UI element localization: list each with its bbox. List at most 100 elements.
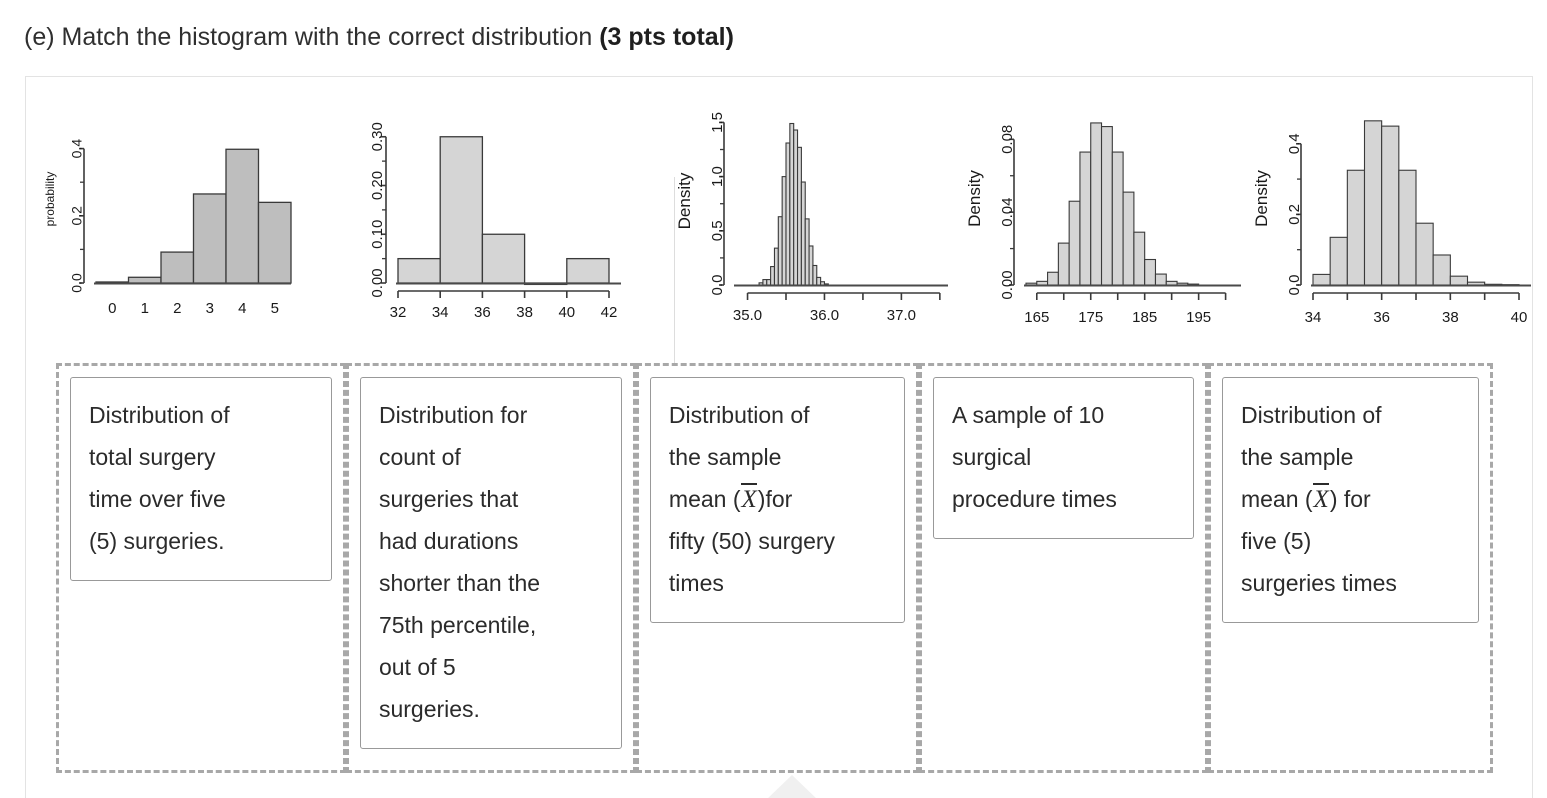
bar — [781, 176, 787, 286]
y-tick-label: 1.5 — [709, 112, 726, 133]
bar — [1449, 275, 1469, 286]
y-tick-label: 0.2 — [1286, 204, 1303, 225]
x-tick-label: 2 — [173, 300, 181, 317]
y-axis-title: probability — [43, 172, 57, 227]
bar — [1144, 258, 1157, 286]
x-tick-label: 185 — [1132, 309, 1157, 326]
answer-line: 75th percentile, — [378, 612, 537, 638]
bar — [812, 264, 818, 286]
histogram-svg-hist-density-sample-mean-50: 0.0 0.5 1.0 1.5 Density 35.0 36.0 37.0 — [675, 112, 948, 324]
answer-text: )for — [757, 486, 793, 512]
answer-text: ) for — [1329, 486, 1371, 512]
answer-sample-mean-5[interactable]: Distribution of the sample mean (X) for fiv… — [1221, 377, 1479, 623]
bar — [127, 276, 162, 284]
y-tick-label: 0.04 — [999, 198, 1016, 227]
x-tick-label: 195 — [1186, 309, 1211, 326]
y-tick-label: 0.4 — [1286, 133, 1303, 154]
x-tick-label: 40 — [558, 304, 575, 321]
x-tick-label: 35.0 — [733, 307, 762, 324]
y-axis-title: Density — [965, 170, 984, 227]
y-tick-label: 0.0 — [69, 273, 85, 293]
y-tick-label: 0.30 — [369, 122, 386, 151]
y-tick-label: 0.4 — [69, 139, 85, 159]
bars — [1312, 120, 1520, 287]
answer-line: count of — [378, 444, 461, 470]
bar — [1329, 236, 1348, 286]
bar — [1057, 242, 1070, 286]
x-tick-label: 3 — [206, 300, 214, 317]
bar — [1312, 273, 1331, 286]
x-bar-symbol: X — [740, 483, 758, 513]
bar — [770, 266, 776, 286]
bar — [777, 216, 783, 286]
bar — [785, 142, 791, 286]
x-tick-label: 5 — [271, 300, 279, 317]
drop-zone-2[interactable]: Distribution of the sample mean (X)for fift… — [635, 363, 919, 773]
histogram-1: 0.00 0.10 0.20 0.30 32 34 36 38 40 42 — [326, 77, 646, 347]
bar — [808, 245, 814, 286]
bars — [1025, 122, 1200, 286]
bar — [1154, 273, 1167, 286]
histogram-4: 0.0 0.2 0.4 Density 34 36 38 40 — [1231, 77, 1531, 347]
drop-zone-0[interactable]: Distribution of total surgery time over fi… — [56, 363, 346, 773]
bar — [762, 279, 768, 286]
bar — [397, 257, 441, 284]
answer-line: Distribution of — [89, 402, 230, 428]
bars — [95, 148, 292, 284]
x-tick-label: 36 — [474, 304, 491, 321]
histogram-svg-hist-probability-count: 0.0 0.2 0.4 probability 0 1 2 3 4 5 — [43, 139, 292, 317]
bar — [1047, 271, 1059, 286]
histogram-0: 0.0 0.2 0.4 probability 0 1 2 3 4 5 — [26, 77, 326, 347]
y-tick-label: 0.5 — [709, 220, 726, 241]
drop-zone-4[interactable]: Distribution of the sample mean (X) for fiv… — [1207, 363, 1493, 773]
answer-line: mean (X)for — [669, 478, 886, 520]
answer-line: the sample — [1240, 444, 1354, 470]
x-tick-label: 36 — [1373, 309, 1390, 326]
bar — [1398, 169, 1417, 286]
answer-line: Distribution of — [668, 402, 810, 428]
answer-total-surgery-time[interactable]: Distribution of total surgery time over fi… — [70, 377, 332, 581]
answer-text: mean ( — [668, 486, 741, 512]
bar — [796, 146, 802, 286]
y-tick-label: 0.00 — [369, 268, 386, 297]
answer-line: procedure times — [951, 486, 1117, 512]
chart-section-divider — [674, 177, 675, 409]
y-axis-title: Density — [1252, 170, 1271, 227]
y-tick-label: 0.08 — [999, 125, 1016, 154]
answer-line: surgeries that — [378, 486, 519, 512]
answer-line: mean (X) for — [1241, 478, 1460, 520]
bar — [1415, 222, 1434, 286]
bar — [257, 201, 292, 284]
x-tick-label: 36.0 — [810, 307, 839, 324]
x-bar-symbol: X — [1312, 483, 1330, 513]
bar — [192, 193, 227, 284]
answer-line: five (5) — [1240, 528, 1312, 554]
answer-text: mean ( — [1240, 486, 1313, 512]
answer-line: Distribution for — [378, 402, 528, 428]
y-tick-label: 0.0 — [1286, 275, 1303, 296]
bar — [773, 247, 779, 286]
y-tick-label: 0.10 — [369, 220, 386, 249]
answer-sample-mean-50[interactable]: Distribution of the sample mean (X)for fift… — [649, 377, 905, 623]
answer-line: surgeries. — [378, 696, 480, 722]
bar — [1122, 191, 1135, 286]
prompt-points: (3 pts total) — [599, 23, 734, 51]
answer-line: (5) surgeries. — [89, 528, 225, 554]
bar — [481, 233, 526, 284]
y-tick-label: 0.20 — [369, 171, 386, 200]
answer-line: surgeries times — [1240, 570, 1397, 596]
x-tick-label: 34 — [1305, 309, 1322, 326]
bar — [766, 279, 772, 286]
bar — [1133, 231, 1146, 286]
bar — [1363, 120, 1383, 286]
y-tick-label: 0.0 — [709, 275, 726, 296]
drop-zone-1[interactable]: Distribution for count of surgeries that ha… — [345, 363, 636, 773]
bar — [1100, 126, 1113, 286]
histogram-svg-hist-density-sample-mean-5: 0.0 0.2 0.4 Density 34 36 38 40 — [1252, 120, 1531, 326]
histogram-svg-hist-surgery-32-42: 0.00 0.10 0.20 0.30 32 34 36 38 40 42 — [369, 122, 621, 321]
bar — [225, 148, 260, 284]
drop-zone-3[interactable]: A sample of 10 surgical procedure times — [918, 363, 1208, 773]
answer-count-shorter-75th[interactable]: Distribution for count of surgeries that ha… — [359, 377, 622, 749]
answer-sample-of-10[interactable]: A sample of 10 surgical procedure times — [932, 377, 1194, 539]
